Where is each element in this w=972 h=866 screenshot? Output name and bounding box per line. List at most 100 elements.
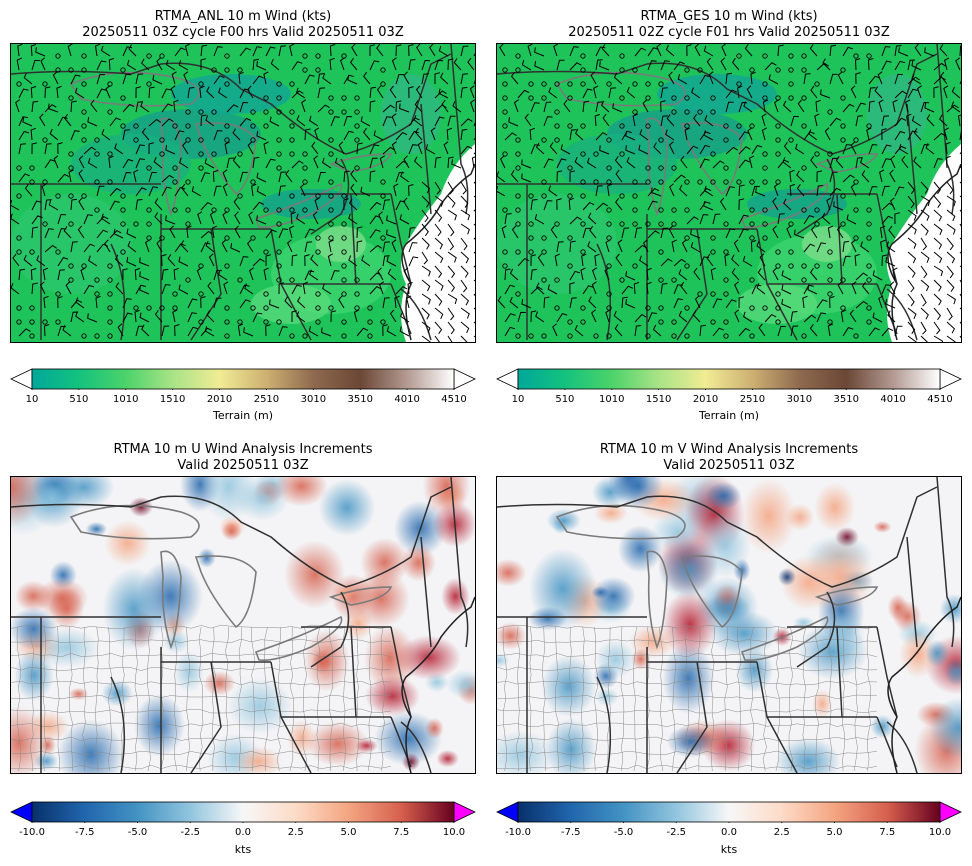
calm-wind-marker	[380, 67, 386, 73]
wind-barb	[421, 237, 430, 250]
terrain-region	[316, 226, 366, 262]
county-line	[528, 626, 534, 772]
wind-barb	[892, 267, 898, 281]
wind-barb	[920, 101, 930, 113]
title-line-2: 20250511 03Z cycle F00 hrs Valid 2025051…	[82, 25, 404, 40]
colorbar-tick-label: 4010	[394, 394, 420, 405]
wind-barb	[691, 87, 701, 99]
calm-wind-marker	[68, 277, 74, 283]
calm-wind-marker	[250, 137, 256, 143]
wind-barb	[924, 102, 935, 113]
calm-wind-marker	[159, 53, 165, 59]
calm-wind-marker	[567, 333, 573, 339]
panel-title-ges: RTMA_GES 10 m Wind (kts) 20250511 02Z cy…	[496, 9, 962, 41]
county-line	[107, 626, 113, 772]
county-line	[56, 626, 60, 772]
wind-barb	[851, 281, 857, 295]
county-line	[224, 626, 230, 772]
wind-barb	[888, 225, 896, 239]
wind-barb	[737, 85, 743, 99]
wind-barb	[327, 253, 333, 267]
wind-barb	[373, 130, 384, 141]
wind-barb	[712, 298, 723, 309]
wind-barb	[783, 198, 792, 211]
wind-barb	[395, 73, 405, 85]
wind-barb	[633, 281, 640, 295]
wind-barb	[933, 158, 943, 169]
increment-blob	[944, 657, 961, 687]
wind-barb	[816, 184, 824, 197]
wind-barb	[621, 296, 628, 309]
wind-barb	[57, 296, 63, 309]
calm-wind-marker	[619, 221, 625, 227]
wind-barb	[407, 281, 413, 295]
wind-barb	[595, 59, 603, 71]
wind-barb	[421, 209, 429, 223]
wind-barb	[446, 127, 453, 141]
wind-barb	[290, 211, 296, 225]
u-increment-plot	[11, 477, 475, 773]
wind-barb	[222, 183, 228, 197]
wind-barb	[421, 279, 431, 292]
colorbar-tick-label: 4510	[441, 394, 467, 405]
calm-wind-marker	[801, 263, 807, 269]
wind-barb	[868, 144, 878, 155]
calm-wind-marker	[515, 67, 521, 73]
wind-barb	[712, 160, 725, 169]
wind-barb	[207, 281, 215, 295]
calm-wind-marker	[697, 109, 703, 115]
calm-wind-marker	[528, 221, 534, 227]
wind-barb	[460, 237, 468, 251]
wind-barb	[678, 269, 688, 281]
wind-barb	[933, 132, 946, 141]
county-line	[16, 626, 22, 772]
wind-barb	[914, 44, 922, 57]
wind-barb	[569, 216, 582, 225]
calm-wind-marker	[554, 305, 560, 311]
calm-wind-marker	[133, 137, 139, 143]
wind-barb	[434, 293, 443, 306]
calm-wind-marker	[606, 81, 612, 87]
calm-wind-marker	[580, 249, 586, 255]
wind-barb	[263, 267, 269, 281]
wind-barb	[414, 100, 423, 113]
wind-barb	[356, 327, 369, 337]
terrain-region	[381, 74, 441, 154]
wind-barb	[582, 285, 594, 295]
wind-barb	[56, 85, 62, 99]
wind-barb	[816, 312, 827, 323]
wind-barb	[554, 253, 560, 267]
panel-title-v-increment: RTMA 10 m V Wind Analysis Increments Val…	[496, 442, 962, 474]
increment-blob	[133, 693, 185, 758]
wind-barb	[810, 155, 818, 169]
calm-wind-marker	[840, 123, 846, 129]
calm-wind-marker	[224, 263, 230, 269]
wind-barb	[421, 293, 431, 305]
calm-wind-marker	[289, 151, 295, 157]
calm-wind-marker	[788, 249, 794, 255]
county-line	[264, 626, 268, 772]
wind-barb	[348, 213, 358, 225]
wind-barb	[134, 309, 140, 323]
wind-barb	[590, 71, 597, 85]
wind-barb	[74, 87, 85, 99]
calm-wind-marker	[198, 81, 204, 87]
wind-barb	[906, 113, 912, 127]
wind-barb	[665, 129, 675, 141]
calm-wind-marker	[159, 235, 165, 241]
wind-barb	[733, 239, 740, 253]
calm-wind-marker	[710, 95, 716, 101]
wind-barb	[582, 227, 591, 239]
colorbar-tick-label: 3510	[833, 394, 859, 405]
wind-barb	[57, 257, 69, 267]
calm-wind-marker	[107, 277, 113, 283]
calm-wind-marker	[185, 221, 191, 227]
wind-barb	[605, 239, 611, 253]
wind-barb	[239, 171, 248, 183]
wind-barb	[587, 157, 597, 169]
wind-barb	[334, 157, 345, 169]
calm-wind-marker	[788, 53, 794, 59]
state-border	[110, 676, 126, 773]
wind-barb	[738, 327, 751, 337]
wind-barb	[703, 130, 714, 141]
